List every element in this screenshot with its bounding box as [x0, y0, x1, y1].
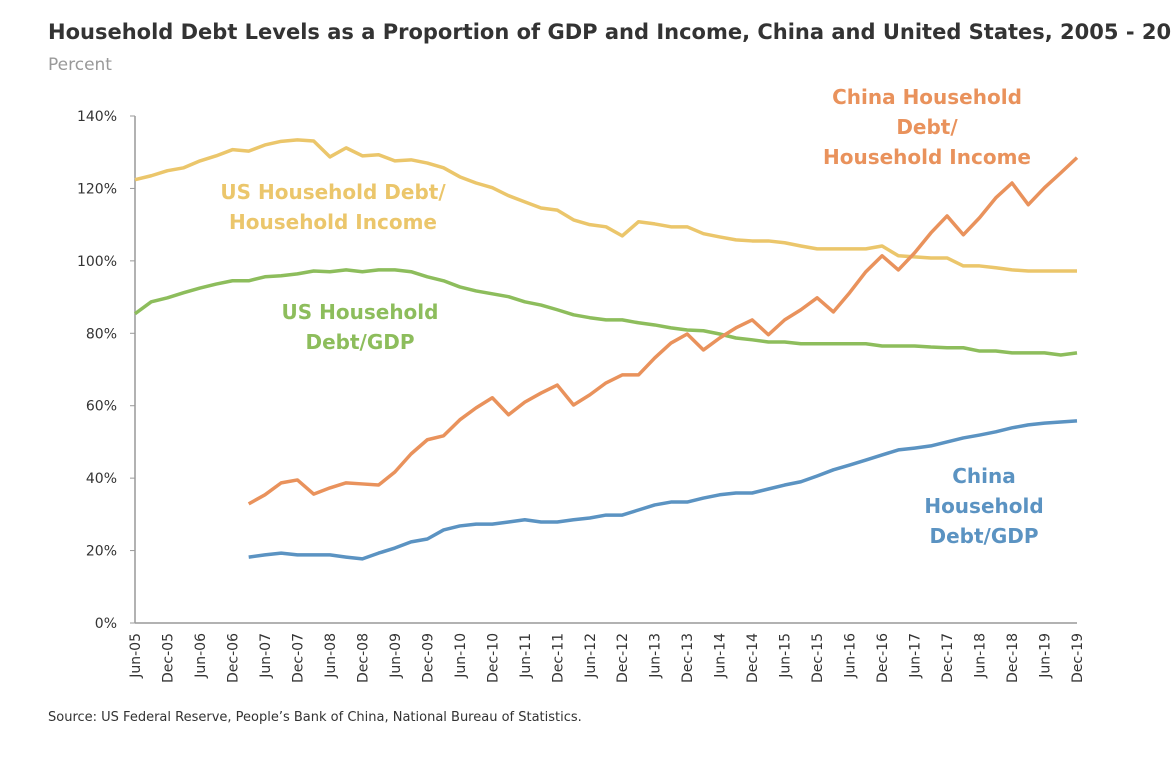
y-tick-label: 140% — [77, 109, 117, 125]
x-tick-label: Jun-19 — [1038, 633, 1054, 679]
x-tick-label: Dec-14 — [745, 633, 761, 683]
x-tick-label: Jun-15 — [778, 633, 794, 679]
y-tick-label: 100% — [77, 254, 117, 270]
chart-title: Household Debt Levels as a Proportion of… — [48, 20, 1172, 44]
x-tick-label: Jun-17 — [908, 633, 924, 679]
series-line — [133, 268, 1078, 357]
x-tick-label: Jun-16 — [843, 633, 859, 679]
x-tick-label: Jun-06 — [193, 633, 209, 679]
x-tick-label: Jun-10 — [453, 633, 469, 679]
x-tick-label: Dec-05 — [160, 633, 176, 683]
series-label: US Household Debt/GDP — [281, 300, 439, 354]
x-tick-label: Dec-09 — [420, 633, 436, 683]
x-tick-label: Jun-18 — [973, 633, 989, 679]
x-tick-label: Jun-14 — [713, 633, 729, 679]
y-tick-label: 120% — [77, 181, 117, 197]
y-tick-label: 80% — [86, 326, 117, 342]
x-tick-label: Jun-13 — [648, 633, 664, 679]
series-line — [134, 138, 1077, 273]
x-tick-label: Dec-07 — [290, 633, 306, 683]
series-line — [247, 156, 1079, 506]
series-label: China Household Debt/GDP — [924, 464, 1044, 548]
x-tick-label: Jun-05 — [128, 633, 144, 679]
x-tick-label: Jun-09 — [388, 633, 404, 679]
x-tick-label: Dec-08 — [355, 633, 371, 683]
x-tick-label: Dec-19 — [1070, 633, 1086, 683]
x-tick-label: Dec-12 — [615, 633, 631, 683]
x-tick-label: Dec-10 — [485, 633, 501, 683]
source-note: Source: US Federal Reserve, People’s Ban… — [48, 710, 582, 725]
x-tick-label: Dec-18 — [1005, 633, 1021, 683]
y-tick-label: 0% — [95, 616, 117, 632]
x-tick-label: Dec-06 — [225, 633, 241, 683]
x-tick-label: Dec-16 — [875, 633, 891, 683]
x-tick-label: Dec-15 — [810, 633, 826, 683]
series-label: China Household Debt/ Household Income — [823, 85, 1031, 169]
y-tick-label: 60% — [86, 399, 117, 415]
series-label: US Household Debt/ Household Income — [220, 180, 446, 234]
chart-subtitle: Percent — [48, 55, 112, 75]
x-tick-label: Jun-07 — [258, 633, 274, 679]
y-tick-label: 20% — [86, 544, 117, 560]
x-tick-label: Dec-17 — [940, 633, 956, 683]
x-tick-label: Jun-08 — [323, 633, 339, 679]
series-line — [248, 419, 1078, 561]
x-tick-label: Dec-13 — [680, 633, 696, 683]
x-tick-label: Jun-11 — [518, 633, 534, 679]
x-tick-label: Jun-12 — [583, 633, 599, 679]
x-tick-label: Dec-11 — [550, 633, 566, 683]
y-tick-label: 40% — [86, 471, 117, 487]
